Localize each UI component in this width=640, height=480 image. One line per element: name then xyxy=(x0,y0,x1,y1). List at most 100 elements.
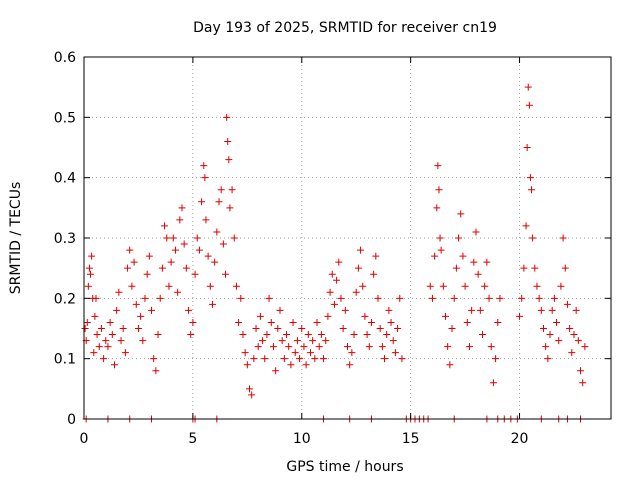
data-point xyxy=(198,198,206,206)
data-point xyxy=(100,355,108,363)
data-point xyxy=(202,216,210,224)
data-point xyxy=(167,258,175,266)
data-point xyxy=(436,234,444,242)
data-point xyxy=(104,343,112,351)
data-point xyxy=(300,343,308,351)
data-point xyxy=(195,246,203,254)
data-point xyxy=(302,361,310,369)
data-point xyxy=(215,198,223,206)
data-point xyxy=(201,174,209,182)
data-point xyxy=(261,355,269,363)
data-point xyxy=(246,385,254,393)
data-point xyxy=(189,318,197,326)
data-point xyxy=(435,186,443,194)
data-point xyxy=(161,222,169,230)
data-point xyxy=(93,331,101,339)
data-point xyxy=(230,234,238,242)
data-point xyxy=(222,270,230,278)
data-point xyxy=(134,325,142,332)
data-point xyxy=(394,325,402,332)
data-point xyxy=(523,144,531,151)
data-point xyxy=(150,355,158,363)
data-point xyxy=(243,361,251,369)
data-point xyxy=(330,300,338,308)
data-point xyxy=(555,337,563,345)
data-point xyxy=(335,258,343,266)
data-point xyxy=(459,252,467,260)
data-point xyxy=(346,361,354,369)
data-point xyxy=(398,355,406,363)
data-point xyxy=(269,343,277,351)
data-point xyxy=(472,228,480,236)
data-point xyxy=(141,294,149,302)
data-point xyxy=(525,101,533,109)
data-point xyxy=(187,331,195,339)
data-point xyxy=(520,264,528,272)
data-point xyxy=(132,300,140,308)
data-point xyxy=(448,325,456,332)
data-point xyxy=(337,294,345,302)
data-point xyxy=(163,234,171,242)
data-point xyxy=(579,379,587,387)
data-point xyxy=(193,234,201,242)
data-point xyxy=(548,306,556,314)
data-point xyxy=(385,306,393,314)
data-point xyxy=(217,186,225,194)
y-tick-label: 0.6 xyxy=(54,50,76,66)
data-point xyxy=(389,337,397,345)
data-point xyxy=(574,337,582,345)
data-point xyxy=(544,355,552,363)
data-point xyxy=(465,343,473,351)
data-point xyxy=(263,331,271,339)
x-tick-label: 20 xyxy=(511,431,529,447)
data-point xyxy=(185,306,193,314)
data-point xyxy=(252,325,260,332)
data-point xyxy=(476,306,484,314)
x-tick-label: 5 xyxy=(188,431,197,447)
data-point xyxy=(461,282,469,290)
data-point xyxy=(87,270,95,278)
data-point xyxy=(431,252,439,260)
data-point xyxy=(457,210,465,218)
data-point xyxy=(341,306,349,314)
data-point xyxy=(372,252,380,260)
chart-title: Day 193 of 2025, SRMTID for receiver cn1… xyxy=(193,20,497,36)
data-point xyxy=(550,294,558,302)
data-point xyxy=(211,258,219,266)
data-point xyxy=(265,294,273,302)
data-point xyxy=(283,331,291,339)
data-point xyxy=(254,343,262,351)
data-point xyxy=(110,361,118,369)
data-point xyxy=(553,318,561,326)
data-point xyxy=(115,288,123,296)
data-point xyxy=(344,343,351,351)
data-point xyxy=(383,331,391,339)
data-point xyxy=(391,349,399,357)
data-point xyxy=(522,222,530,230)
x-tick-label: 0 xyxy=(80,431,89,447)
data-point xyxy=(235,318,243,326)
data-point xyxy=(119,325,127,332)
data-point xyxy=(357,246,365,254)
data-point xyxy=(143,270,151,278)
data-point xyxy=(259,337,267,345)
data-point xyxy=(487,343,495,351)
data-point xyxy=(182,264,190,272)
data-point xyxy=(145,252,153,260)
data-point xyxy=(463,318,471,326)
data-point xyxy=(387,318,395,326)
data-point xyxy=(90,349,98,357)
data-point xyxy=(226,204,234,212)
data-point xyxy=(171,246,179,254)
data-point xyxy=(276,306,284,314)
data-point xyxy=(224,137,232,145)
data-point xyxy=(117,337,125,345)
data-point xyxy=(528,186,536,194)
data-point xyxy=(559,234,567,242)
data-point xyxy=(113,306,121,314)
data-point xyxy=(439,282,447,290)
data-point xyxy=(315,343,323,351)
data-point xyxy=(489,379,497,387)
axis-ticks xyxy=(83,56,611,420)
data-point xyxy=(474,270,482,278)
